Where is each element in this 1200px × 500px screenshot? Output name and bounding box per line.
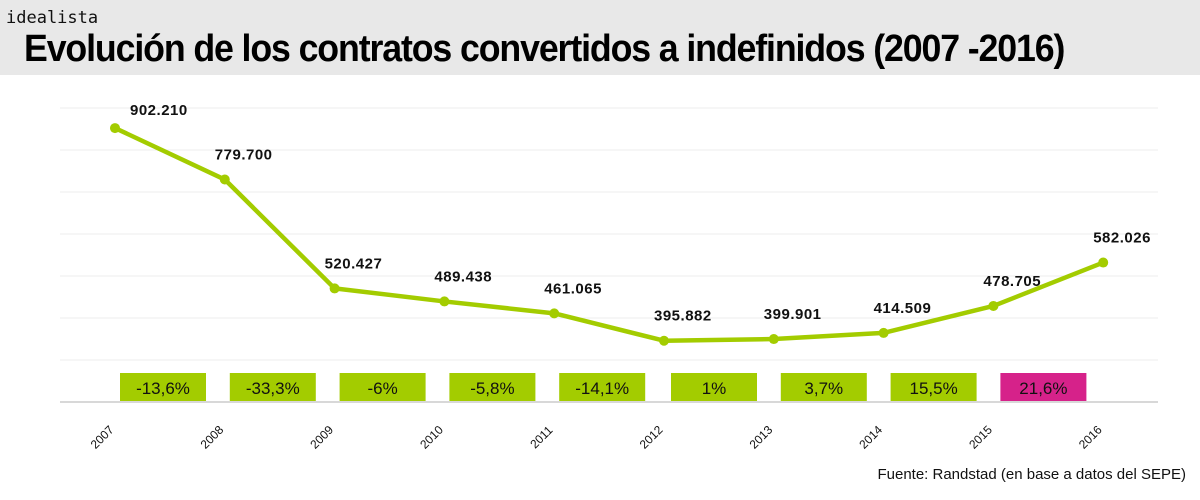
x-tick-label: 2013 bbox=[747, 423, 776, 452]
x-tick-label: 2016 bbox=[1076, 423, 1105, 452]
data-label: 902.210 bbox=[130, 102, 188, 119]
data-point bbox=[439, 296, 450, 307]
data-point bbox=[110, 123, 120, 134]
data-label: 414.509 bbox=[874, 300, 932, 317]
brand-logo: idealista bbox=[6, 8, 99, 28]
x-tick-label: 2009 bbox=[307, 423, 336, 452]
source-note: Fuente: Randstad (en base a datos del SE… bbox=[877, 466, 1186, 483]
change-label: 15,5% bbox=[909, 379, 957, 398]
data-point bbox=[988, 300, 999, 311]
change-box bbox=[780, 373, 867, 401]
data-label: 399.901 bbox=[764, 306, 822, 323]
chart-title: Evolución de los contratos convertidos a… bbox=[24, 28, 1065, 70]
change-box bbox=[449, 373, 536, 401]
x-tick-label: 2008 bbox=[198, 423, 227, 452]
change-box bbox=[1000, 373, 1087, 401]
data-point bbox=[549, 308, 560, 319]
change-box bbox=[890, 373, 977, 401]
change-box bbox=[339, 373, 426, 401]
data-point bbox=[659, 335, 669, 346]
change-label: -33,3% bbox=[246, 379, 300, 398]
data-point bbox=[1098, 257, 1109, 268]
change-label: 1% bbox=[702, 379, 727, 398]
data-label: 779.700 bbox=[215, 147, 273, 164]
data-label: 582.026 bbox=[1093, 230, 1151, 247]
x-tick-label: 2010 bbox=[417, 423, 446, 452]
series-line bbox=[114, 126, 1105, 343]
data-label: 395.882 bbox=[654, 308, 712, 325]
header: idealista Evolución de los contratos con… bbox=[0, 0, 1200, 75]
x-tick-label: 2015 bbox=[966, 423, 995, 452]
change-box bbox=[120, 373, 206, 401]
change-box bbox=[559, 373, 646, 401]
change-label: -13,6% bbox=[136, 379, 190, 398]
data-label: 489.438 bbox=[434, 268, 492, 285]
x-tick-label: 2011 bbox=[527, 423, 555, 451]
change-label: -6% bbox=[367, 379, 397, 398]
change-label: 3,7% bbox=[804, 379, 843, 398]
change-box bbox=[229, 373, 316, 401]
data-point bbox=[878, 327, 889, 338]
change-box bbox=[671, 373, 757, 401]
data-label: 520.427 bbox=[325, 255, 383, 272]
data-point bbox=[768, 334, 779, 345]
data-point bbox=[219, 174, 230, 185]
data-label: 478.705 bbox=[983, 273, 1041, 290]
data-point bbox=[329, 283, 340, 294]
change-label: -5,8% bbox=[470, 379, 514, 398]
x-tick-label: 2012 bbox=[637, 423, 666, 452]
data-label: 461.065 bbox=[544, 280, 602, 297]
change-label: 21,6% bbox=[1019, 379, 1067, 398]
change-label: -14,1% bbox=[575, 379, 629, 398]
x-tick-label: 2014 bbox=[856, 423, 885, 452]
x-tick-label: 2007 bbox=[88, 423, 117, 452]
